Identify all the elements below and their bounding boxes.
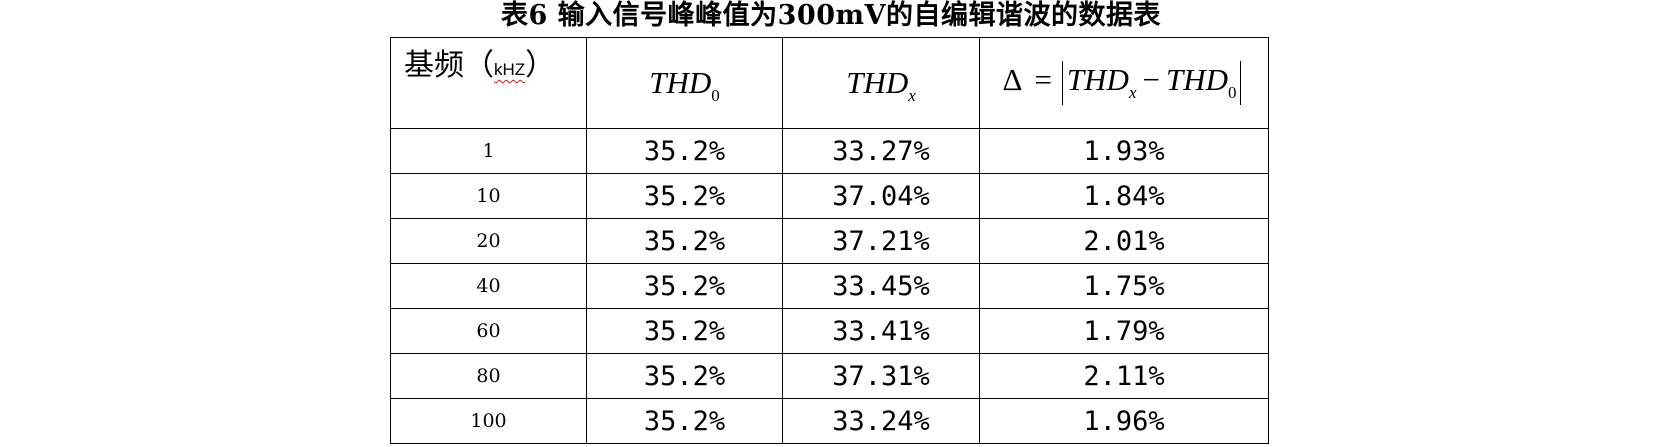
cell-thdx: 33.27%	[782, 128, 980, 174]
cell-thd0: 35.2%	[586, 218, 783, 264]
header-freq-close: ）	[525, 48, 556, 83]
cell-thdx: 33.24%	[782, 398, 980, 444]
header-thdx: THDx	[782, 37, 980, 129]
cell-thd0: 35.2%	[586, 308, 783, 354]
cell-thdx: 33.41%	[782, 308, 980, 354]
cell-delta: 1.96%	[979, 398, 1269, 444]
header-thdx-sub: x	[908, 86, 916, 105]
header-equals: =	[1034, 62, 1052, 98]
header-delta-thd0-sub: 0	[1227, 83, 1237, 103]
header-thd0-base: THD	[649, 65, 712, 100]
header-thd0-sub: 0	[711, 86, 720, 105]
header-delta-thdx-base: THD	[1066, 62, 1129, 98]
header-delta-thd0-base: THD	[1165, 62, 1228, 98]
cell-delta: 1.93%	[979, 128, 1269, 174]
header-freq-unit: kHZ	[494, 60, 526, 79]
cell-frequency: 100	[390, 398, 587, 444]
harmonic-data-table: 基频（kHZ） THD0 THDx Δ = THDx − THD0 1 35.2% 33…	[390, 37, 1269, 444]
table-row: 100 35.2% 33.24% 1.96%	[390, 398, 1269, 444]
table-row: 20 35.2% 37.21% 2.01%	[390, 218, 1269, 264]
table-row: 80 35.2% 37.31% 2.11%	[390, 353, 1269, 399]
abs-bar-left	[1061, 61, 1063, 105]
cell-delta: 1.84%	[979, 173, 1269, 219]
cell-frequency: 1	[390, 128, 587, 174]
header-freq-label: 基频（	[404, 48, 494, 83]
header-delta-formula: Δ = THDx − THD0	[979, 37, 1269, 129]
cell-frequency: 20	[390, 218, 587, 264]
table-header-row: 基频（kHZ） THD0 THDx Δ = THDx − THD0	[390, 37, 1269, 129]
cell-thdx: 33.45%	[782, 263, 980, 309]
cell-thd0: 35.2%	[586, 128, 783, 174]
cell-delta: 2.01%	[979, 218, 1269, 264]
table-row: 60 35.2% 33.41% 1.79%	[390, 308, 1269, 354]
cell-delta: 2.11%	[979, 353, 1269, 399]
cell-delta: 1.75%	[979, 263, 1269, 309]
cell-thdx: 37.31%	[782, 353, 980, 399]
cell-delta: 1.79%	[979, 308, 1269, 354]
header-thdx-base: THD	[846, 65, 909, 100]
abs-bar-right	[1240, 61, 1242, 105]
cell-thd0: 35.2%	[586, 263, 783, 309]
header-thd0: THD0	[586, 37, 783, 129]
header-minus: −	[1142, 62, 1160, 98]
cell-thdx: 37.04%	[782, 173, 980, 219]
cell-frequency: 60	[390, 308, 587, 354]
cell-frequency: 10	[390, 173, 587, 219]
table-row: 10 35.2% 37.04% 1.84%	[390, 173, 1269, 219]
header-delta-symbol: Δ	[1002, 62, 1023, 98]
table-caption: 表6 输入信号峰峰值为300mV的自编辑谐波的数据表	[500, 0, 1162, 31]
header-fundamental-frequency: 基频（kHZ）	[390, 37, 587, 129]
cell-frequency: 80	[390, 353, 587, 399]
cell-thdx: 37.21%	[782, 218, 980, 264]
cell-frequency: 40	[390, 263, 587, 309]
table-row: 40 35.2% 33.45% 1.75%	[390, 263, 1269, 309]
cell-thd0: 35.2%	[586, 353, 783, 399]
cell-thd0: 35.2%	[586, 173, 783, 219]
cell-thd0: 35.2%	[586, 398, 783, 444]
table-row: 1 35.2% 33.27% 1.93%	[390, 128, 1269, 174]
header-delta-thdx-sub: x	[1128, 83, 1137, 103]
